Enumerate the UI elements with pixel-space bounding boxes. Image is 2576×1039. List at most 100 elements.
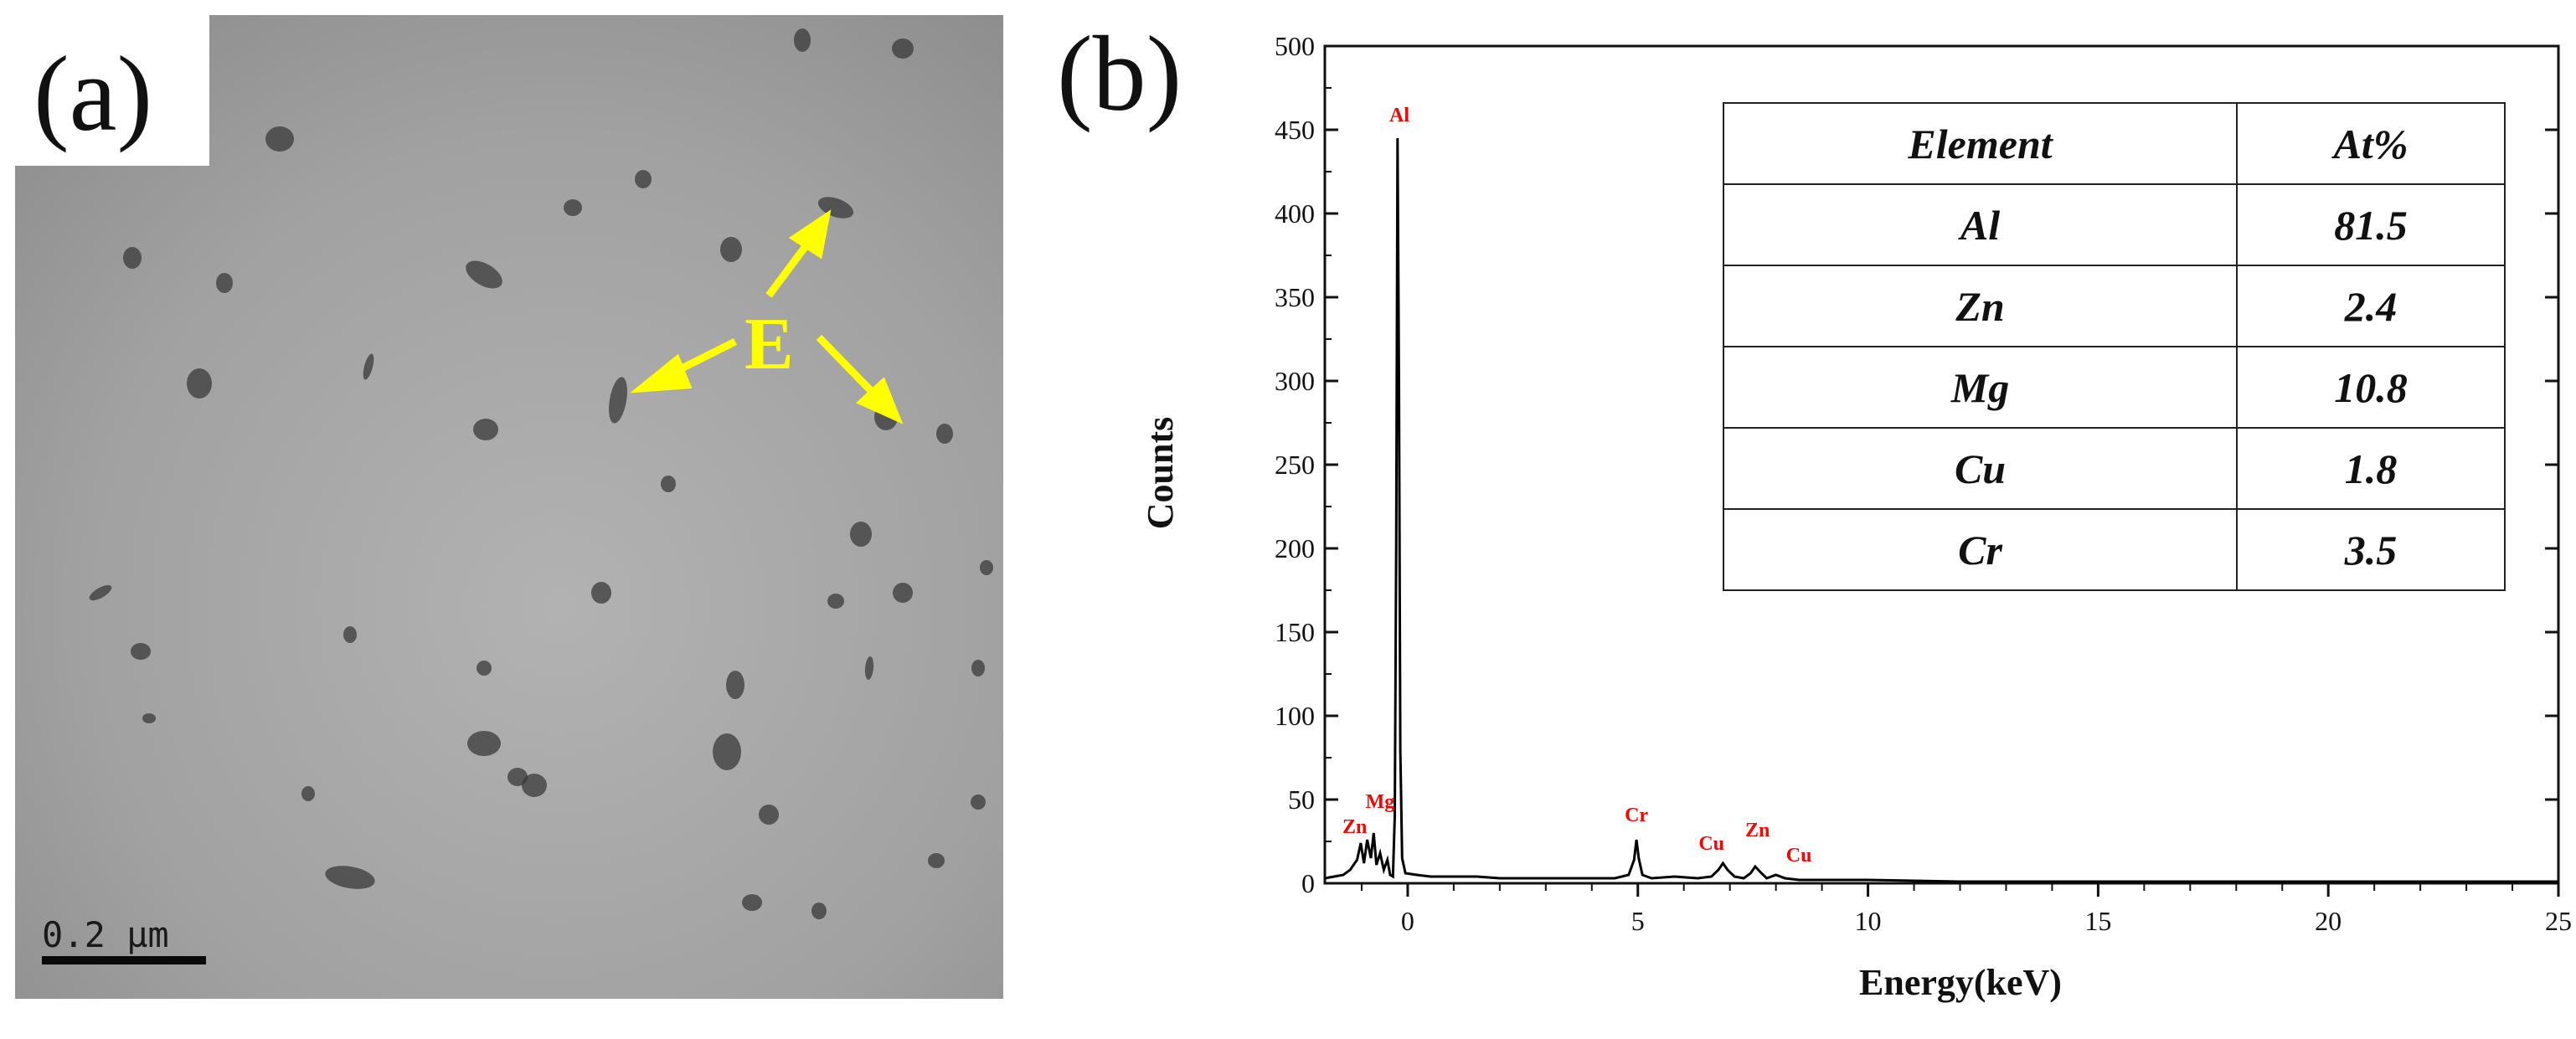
y-tick-label: 100 <box>1275 701 1315 731</box>
peak-label: Mg <box>1366 791 1395 813</box>
table-row: Cr 3.5 <box>1722 508 2506 591</box>
y-tick-label: 400 <box>1275 198 1315 229</box>
precipitate-particle <box>892 39 914 59</box>
precipitate-particle <box>971 660 985 676</box>
x-tick-label: 0 <box>1401 906 1414 936</box>
x-axis: 0 5 10 15 20 25 <box>1360 883 2572 936</box>
spectrum-line <box>1324 137 2558 883</box>
table-cell-value: 1.8 <box>2236 427 2506 510</box>
x-tick-label: 20 <box>2315 906 2342 936</box>
precipitate-particle <box>187 368 212 399</box>
precipitate-particle <box>661 476 676 492</box>
table-header-cell: At% <box>2236 102 2506 185</box>
x-tick-label: 5 <box>1631 906 1645 936</box>
panel-a-letter-box <box>15 15 209 166</box>
precipitate-particle <box>864 656 874 680</box>
arrow-right-head <box>855 377 904 424</box>
table-row: Al 81.5 <box>1722 183 2506 266</box>
precipitate-particle <box>794 28 811 52</box>
precipitate-particle <box>343 626 357 643</box>
y-tick-label: 250 <box>1275 450 1315 480</box>
precipitate-particle <box>713 733 741 770</box>
y-tick-label: 0 <box>1301 868 1315 898</box>
composition-table: Element At% Al 81.5 Zn 2.4 Mg 10.8 Cu 1.… <box>1722 102 2506 591</box>
precipitate-particle <box>928 853 945 868</box>
table-cell-value: 81.5 <box>2236 183 2506 266</box>
y-tick-label: 300 <box>1275 366 1315 396</box>
table-cell-value: 3.5 <box>2236 508 2506 591</box>
precipitate-particle <box>811 903 827 919</box>
table-row: Cu 1.8 <box>1722 427 2506 510</box>
table-row: Mg 10.8 <box>1722 346 2506 429</box>
precipitate-particle <box>522 774 547 797</box>
table-cell-element: Zn <box>1722 265 2239 347</box>
table-header-row: Element At% <box>1722 102 2506 185</box>
arrow-up <box>765 237 814 298</box>
precipitate-particle <box>325 866 375 889</box>
table-cell-element: Cu <box>1722 427 2239 510</box>
precipitate-particle <box>564 199 582 216</box>
precipitate-particle <box>726 671 744 699</box>
precipitate-particle <box>742 894 762 911</box>
precipitate-particle <box>473 419 498 440</box>
precipitate-particle <box>827 594 844 609</box>
peak-label: Al <box>1389 105 1409 126</box>
precipitate-particle <box>301 786 315 801</box>
table-cell-value: 2.4 <box>2236 265 2506 347</box>
precipitate-particle <box>477 661 492 676</box>
x-axis-title: Energy(keV) <box>1859 962 2062 1003</box>
precipitate-particle <box>89 584 112 601</box>
y-tick-label: 150 <box>1275 617 1315 647</box>
y-tick-label: 50 <box>1288 784 1315 815</box>
precipitate-particle <box>265 126 294 152</box>
table-cell-element: Mg <box>1722 346 2239 429</box>
precipitate-particle <box>131 643 151 660</box>
panel-a-letter: (a) <box>33 34 153 153</box>
y-tick-label: 350 <box>1275 282 1315 312</box>
precipitate-particle <box>971 795 986 810</box>
y-tick-label: 200 <box>1275 533 1315 563</box>
y-axis-title: Counts <box>1140 416 1181 530</box>
x-tick-label: 10 <box>1855 906 1882 936</box>
precipitate-particle <box>363 353 374 380</box>
peak-label: Cu <box>1698 833 1724 855</box>
scale-bar <box>42 956 206 964</box>
precipitate-particle <box>609 377 627 424</box>
peak-label: Zn <box>1342 816 1367 838</box>
precipitate-e-label: E <box>744 304 794 385</box>
precipitate-particle <box>123 247 142 269</box>
arrow-up-head <box>788 209 832 260</box>
precipitate-particle <box>893 583 913 603</box>
table-row: Zn 2.4 <box>1722 265 2506 347</box>
arrow-left-head <box>629 353 693 393</box>
precipitate-particle <box>466 260 502 289</box>
peak-labels: Al Zn Mg Cr Cu Zn Cu <box>1342 105 1811 867</box>
x-tick-label: 25 <box>2545 906 2572 936</box>
y-tick-label: 450 <box>1275 115 1315 145</box>
precipitate-particle <box>850 522 872 547</box>
arrow-group <box>629 209 904 424</box>
precipitate-particle <box>142 713 156 723</box>
arrow-right <box>816 334 879 399</box>
precipitate-particle <box>980 560 993 575</box>
precipitate-particle <box>635 170 652 188</box>
precipitate-particle <box>591 582 611 604</box>
precipitate-particle <box>720 237 742 262</box>
peak-label: Cu <box>1786 845 1812 867</box>
panel-b-letter: (b) <box>1057 14 1182 133</box>
y-axis: 0 50 100 150 200 250 300 350 400 450 500 <box>1275 31 2558 898</box>
precipitate-particle <box>936 424 953 444</box>
x-tick-label: 15 <box>2084 906 2111 936</box>
precipitate-particle <box>467 731 501 756</box>
scale-bar-label: 0.2 µm <box>42 914 169 955</box>
peak-label: Cr <box>1625 805 1648 826</box>
table-cell-element: Al <box>1722 183 2239 266</box>
tem-micrograph-panel: (a) E 0.2 µm <box>15 15 1003 999</box>
precipitate-particle <box>759 805 779 825</box>
y-tick-label: 500 <box>1275 31 1315 61</box>
tem-micrograph-image <box>15 15 1003 999</box>
table-header-cell: Element <box>1722 102 2239 185</box>
table-cell-element: Cr <box>1722 508 2239 591</box>
peak-label: Zn <box>1745 820 1770 841</box>
